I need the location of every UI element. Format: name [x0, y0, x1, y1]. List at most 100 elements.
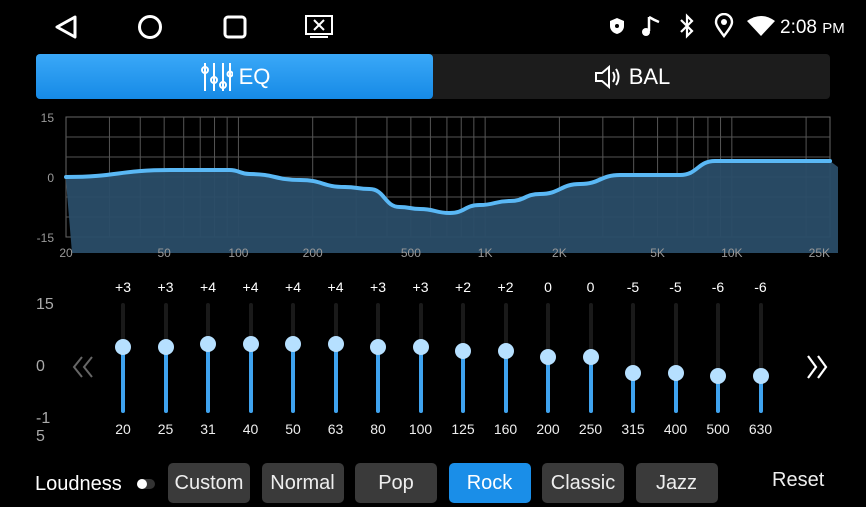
band-frequency: 315	[621, 421, 645, 437]
band-slider-thumb[interactable]	[115, 339, 131, 356]
x-tick-label: 25K	[809, 246, 830, 260]
tab-bal[interactable]: BAL	[433, 54, 830, 99]
chevron-double-right-icon[interactable]	[805, 353, 831, 381]
band-frequency: 25	[157, 421, 174, 437]
band-value: +4	[242, 279, 259, 295]
back-icon[interactable]	[53, 14, 79, 40]
band-slider-thumb[interactable]	[285, 336, 301, 353]
band-slider-thumb[interactable]	[667, 365, 684, 381]
band-slider-thumb[interactable]	[412, 339, 429, 356]
band-slider-thumb[interactable]	[200, 336, 216, 353]
preset-jazz-button[interactable]: Jazz	[635, 463, 718, 503]
band-frequency: 160	[493, 421, 518, 437]
wifi-icon	[747, 16, 775, 36]
band-value: -5	[669, 279, 682, 295]
tab-bal-label: BAL	[628, 63, 671, 89]
band-slider[interactable]	[412, 303, 429, 413]
band-frequency: 80	[370, 421, 386, 437]
band-slider[interactable]	[455, 303, 471, 413]
loudness-toggle-knob	[137, 479, 147, 489]
music-note-icon	[642, 15, 660, 36]
location-icon	[714, 13, 734, 39]
x-tick-label: 100	[228, 246, 248, 260]
chevron-double-left-icon[interactable]	[70, 354, 96, 380]
preset-pop-button[interactable]: Pop	[355, 463, 437, 503]
preset-custom-button[interactable]: Custom	[168, 463, 250, 503]
band-slider-thumb[interactable]	[327, 336, 344, 353]
band-value: +3	[157, 279, 174, 295]
band-slider[interactable]	[667, 303, 684, 413]
band-value: -6	[754, 279, 767, 295]
bluetooth-icon	[680, 13, 694, 39]
recents-icon[interactable]	[222, 14, 248, 40]
band-slider[interactable]	[242, 303, 259, 413]
screen-mirror-icon[interactable]	[304, 14, 334, 40]
band-slider-thumb[interactable]	[752, 368, 769, 385]
band-slider-fill	[418, 347, 423, 413]
band-slider-fill	[758, 376, 763, 413]
band-slider-thumb[interactable]	[710, 368, 726, 385]
band-frequency: 630	[748, 421, 773, 437]
tab-bar: EQ BAL	[36, 54, 830, 99]
tab-eq[interactable]: EQ	[36, 54, 433, 99]
band-slider-fill	[631, 373, 635, 413]
preset-normal-button[interactable]: Normal	[261, 463, 344, 503]
preset-classic-button[interactable]: Classic	[542, 463, 624, 503]
equalizer-sliders-icon	[200, 62, 233, 91]
y-tick-label: 0	[47, 171, 54, 185]
band-slider[interactable]	[540, 303, 556, 413]
speaker-icon	[594, 64, 620, 89]
slider-y-label-mid: 0	[36, 358, 45, 375]
band-slider-fill	[503, 350, 508, 413]
band-slider[interactable]	[710, 303, 726, 413]
loudness-toggle[interactable]	[137, 479, 155, 489]
x-tick-label: 1K	[478, 246, 493, 260]
home-icon[interactable]	[137, 14, 163, 40]
band-frequency: 100	[408, 421, 433, 437]
band-slider[interactable]	[327, 303, 344, 413]
band-value: +4	[285, 279, 301, 295]
band-slider-fill	[673, 373, 678, 413]
band-slider[interactable]	[752, 303, 769, 413]
band-slider-fill	[461, 350, 465, 413]
x-tick-label: 500	[401, 246, 421, 260]
band-slider-thumb[interactable]	[242, 336, 259, 353]
band-slider[interactable]	[200, 303, 216, 413]
x-tick-label: 2K	[552, 246, 567, 260]
x-tick-label: 50	[157, 246, 171, 260]
band-slider-fill	[588, 357, 593, 413]
band-slider[interactable]	[497, 303, 514, 413]
band-slider-thumb[interactable]	[455, 342, 471, 359]
preset-rock-button[interactable]: Rock	[448, 463, 531, 503]
response-curve	[64, 159, 832, 216]
x-tick-label: 200	[303, 246, 323, 260]
band-slider-thumb[interactable]	[497, 342, 514, 359]
band-slider-fill	[333, 344, 338, 413]
band-frequency: 125	[451, 421, 475, 437]
band-slider-thumb[interactable]	[625, 365, 641, 381]
band-value: -6	[711, 279, 725, 295]
band-slider[interactable]	[157, 303, 174, 413]
x-tick-label: 5K	[650, 246, 665, 260]
eq-response-graph: 15 0 -15 20 50 100 200 500 1K 2K 5K 10K 25K	[37, 111, 838, 260]
band-slider-thumb[interactable]	[582, 349, 599, 365]
band-frequency: 63	[327, 421, 344, 437]
shield-icon	[610, 18, 624, 34]
response-fill	[66, 161, 838, 253]
band-value: +2	[497, 279, 514, 295]
band-slider[interactable]	[582, 303, 599, 413]
band-value: 0	[586, 279, 595, 295]
band-value: 0	[544, 279, 552, 295]
band-slider-fill	[716, 376, 720, 413]
band-frequency: 200	[536, 421, 560, 437]
band-value: +3	[370, 279, 386, 295]
band-slider[interactable]	[625, 303, 641, 413]
reset-button[interactable]: Reset	[772, 469, 825, 491]
band-slider[interactable]	[115, 303, 131, 413]
band-slider[interactable]	[370, 303, 386, 413]
band-slider-thumb[interactable]	[540, 349, 556, 365]
band-slider-thumb[interactable]	[370, 339, 386, 356]
band-slider-thumb[interactable]	[157, 339, 174, 356]
band-frequency: 40	[242, 421, 259, 437]
band-slider[interactable]	[285, 303, 301, 413]
